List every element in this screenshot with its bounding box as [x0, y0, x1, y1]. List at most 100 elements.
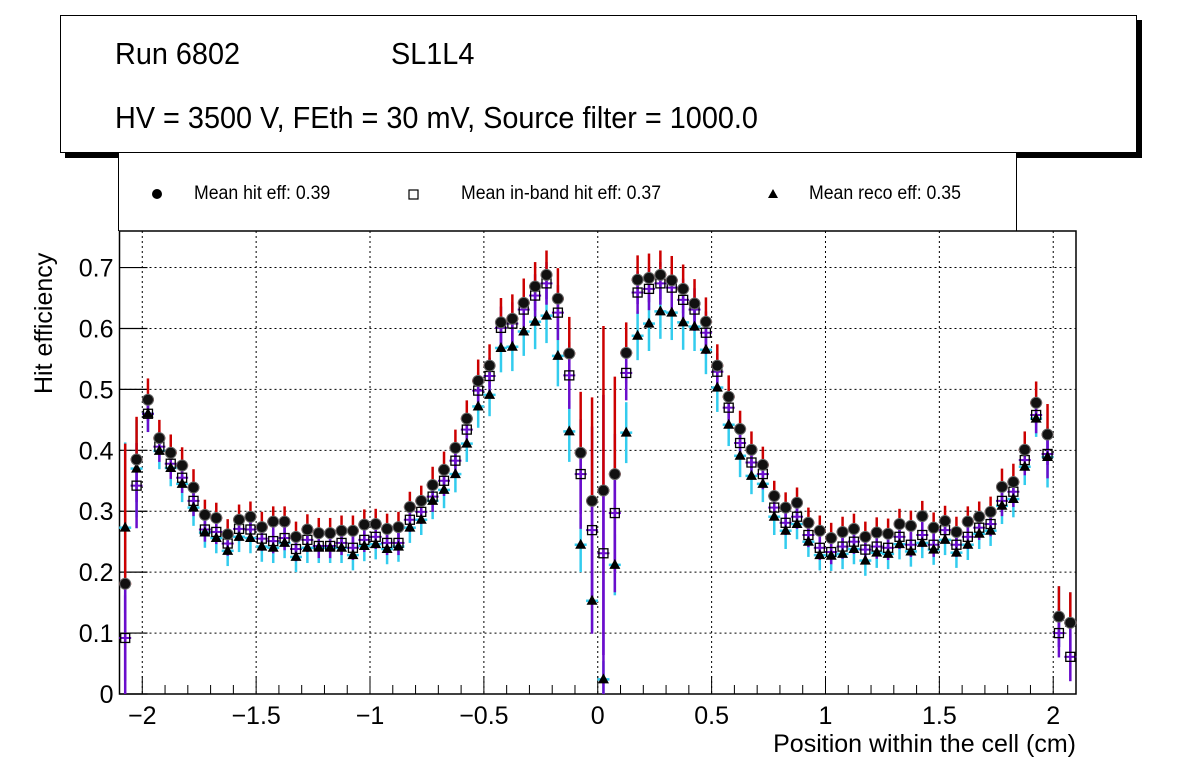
- reco-triangle-marker: [563, 425, 575, 436]
- reco-triangle-marker: [768, 510, 780, 521]
- hit-circle-marker: [1030, 396, 1043, 409]
- legend-item-reco: Mean reco eff: 0.35: [809, 183, 961, 204]
- run-label: Run 6802: [115, 36, 241, 71]
- reco-triangle-marker: [837, 547, 849, 558]
- reco-triangle-marker: [609, 558, 621, 569]
- reco-triangle-marker: [882, 547, 894, 558]
- reco-triangle-marker: [620, 426, 632, 437]
- reco-triangle-marker: [791, 518, 803, 529]
- reco-triangle-marker: [871, 546, 883, 557]
- hit-circle-marker: [927, 521, 940, 534]
- inband-square-marker: [723, 402, 734, 413]
- reco-triangle-marker: [643, 317, 655, 328]
- reco-triangle-marker: [632, 329, 644, 340]
- reco-triangle-marker: [689, 320, 701, 331]
- hit-circle-marker: [324, 527, 337, 540]
- inband-square-marker: [860, 544, 871, 555]
- hit-circle-marker: [438, 463, 451, 476]
- hit-circle-marker: [847, 522, 860, 535]
- hit-circle-marker: [517, 296, 530, 309]
- hit-circle-marker: [278, 515, 291, 528]
- hit-circle-marker: [233, 513, 246, 526]
- hit-circle-marker: [494, 316, 507, 329]
- x-tick-label: 1.5: [922, 702, 957, 730]
- hit-circle-marker: [1052, 610, 1065, 623]
- hit-circle-marker: [153, 432, 166, 445]
- reco-triangle-marker: [472, 400, 484, 411]
- hit-circle-marker: [1018, 443, 1031, 456]
- reco-triangle-marker: [780, 524, 792, 535]
- x-tick-label: 0: [591, 702, 605, 730]
- inband-square-marker: [564, 370, 575, 381]
- reco-triangle-marker: [518, 325, 530, 336]
- hit-circle-marker: [540, 268, 553, 281]
- hit-circle-marker: [358, 518, 371, 531]
- y-tick-label: 0.6: [79, 315, 114, 343]
- hit-circle-marker: [904, 519, 917, 532]
- reco-triangle-marker: [586, 594, 598, 605]
- hit-circle-marker: [631, 273, 644, 286]
- reco-triangle-marker: [745, 469, 757, 480]
- hit-circle-marker: [335, 524, 348, 537]
- reco-triangle-marker: [427, 494, 439, 505]
- inband-square-marker: [131, 480, 142, 491]
- inband-square-marker: [678, 294, 689, 305]
- inband-square-marker: [575, 468, 586, 480]
- reco-triangle-marker: [916, 536, 928, 547]
- hit-circle-marker: [506, 312, 519, 325]
- reco-triangle-marker: [985, 524, 997, 535]
- inband-square-marker: [450, 455, 461, 466]
- reco-triangle-marker: [381, 543, 393, 554]
- reco-triangle-marker: [962, 538, 974, 549]
- reco-triangle-marker: [279, 536, 291, 547]
- reco-triangle-marker: [313, 541, 325, 552]
- reco-triangle-marker: [484, 388, 496, 399]
- hit-circle-marker: [198, 508, 211, 521]
- x-tick-label: 0.5: [694, 702, 729, 730]
- hit-circle-marker: [893, 518, 906, 531]
- reco-triangle-marker: [244, 532, 256, 543]
- reco-triangle-marker: [859, 554, 871, 565]
- hit-circle-marker: [415, 494, 428, 507]
- y-axis-title: Hit efficiency: [30, 252, 58, 394]
- hit-circle-marker: [973, 510, 986, 523]
- inband-square-marker: [1053, 627, 1065, 639]
- hit-circle-marker: [472, 374, 485, 387]
- reco-triangle-marker: [438, 483, 450, 494]
- hit-circle-marker: [642, 271, 655, 284]
- hit-circle-marker: [665, 274, 678, 287]
- y-tick-label: 0.4: [79, 437, 114, 465]
- reco-triangle-marker: [131, 462, 143, 473]
- reco-triangle-marker: [392, 540, 404, 551]
- hit-circle-marker: [711, 359, 724, 372]
- reco-triangle-marker: [199, 526, 211, 537]
- data-markers: [119, 268, 1077, 684]
- x-tick-label: −1: [356, 702, 385, 730]
- inband-square-marker: [598, 548, 609, 559]
- hit-circle-marker: [301, 523, 314, 536]
- hit-circle-marker: [995, 480, 1008, 493]
- grid-lines: [119, 231, 1076, 694]
- hit-circle-marker: [130, 453, 143, 466]
- reco-triangle-marker: [370, 538, 382, 549]
- hit-circle-marker: [813, 524, 826, 537]
- reco-triangle-marker: [825, 549, 837, 560]
- hit-circle-marker: [187, 481, 200, 494]
- hit-circle-marker: [961, 515, 974, 528]
- reco-triangle-marker: [1007, 493, 1019, 504]
- reco-triangle-marker: [552, 349, 564, 360]
- reco-triangle-marker: [358, 539, 370, 550]
- hit-circle-marker: [916, 510, 929, 523]
- x-tick-label: 2: [1046, 702, 1060, 730]
- hit-circle-marker: [312, 527, 325, 540]
- hit-circle-marker: [677, 282, 690, 295]
- hit-circle-marker: [791, 496, 804, 509]
- reco-triangle-marker: [700, 343, 712, 354]
- inband-square-marker: [621, 367, 632, 379]
- reco-triangle-marker: [404, 521, 416, 532]
- inband-square-marker: [643, 283, 655, 295]
- hit-circle-marker: [426, 479, 439, 492]
- y-tick-label: 0.5: [79, 376, 114, 404]
- inband-square-marker: [586, 524, 598, 536]
